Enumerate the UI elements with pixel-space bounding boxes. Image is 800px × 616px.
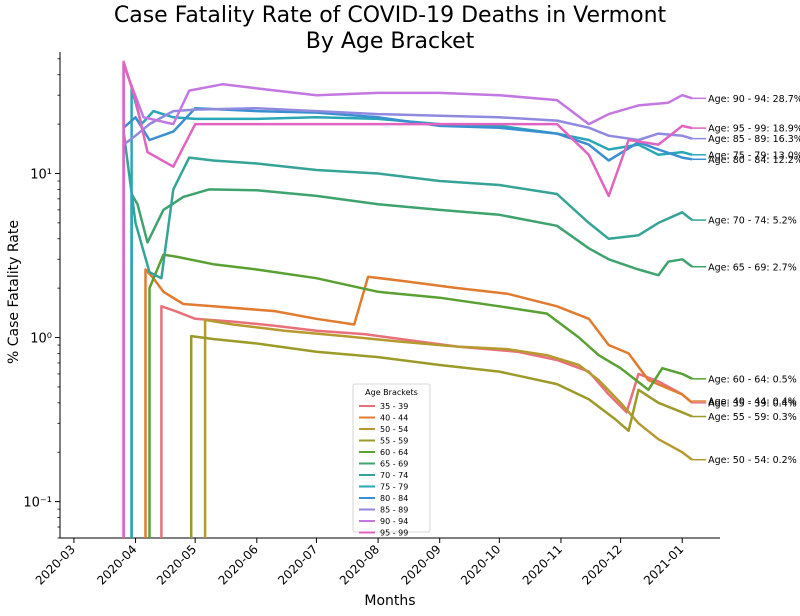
series-line-85-89 [122, 106, 693, 146]
series-line-95-99 [122, 60, 693, 538]
series-line-90-94 [122, 63, 693, 538]
y-axis-label: % Case Fatality Rate [6, 220, 22, 364]
series-line-65-69 [130, 188, 693, 538]
series-lines [122, 60, 694, 538]
legend-item-label: 80 - 84 [380, 494, 408, 503]
legend-title: Age Brackets [365, 388, 418, 397]
x-tick-label: 2020-08 [337, 542, 382, 587]
legend-item-label: 65 - 69 [380, 460, 408, 469]
x-tick-label: 2020-03 [33, 542, 78, 587]
legend-item-label: 35 - 39 [380, 402, 408, 411]
end-labels: Age: 90 - 94: 28.7%Age: 95 - 99: 18.9%Ag… [692, 94, 800, 466]
end-label: Age: 70 - 74: 5.2% [708, 216, 797, 227]
end-label: Age: 75 - 79: 13.0% [708, 150, 800, 161]
y-tick-label: 10⁻¹ [23, 496, 52, 511]
end-label: Age: 35 - 39: 0.4% [708, 398, 797, 409]
series-line-50-54 [203, 318, 693, 538]
series-line-70-74 [122, 131, 693, 280]
series-line-55-59 [189, 334, 693, 538]
legend-item-label: 50 - 54 [380, 425, 408, 434]
series-line-80-84 [122, 106, 693, 162]
y-tick-label: 10¹ [30, 167, 52, 182]
series-line-40-44 [144, 268, 694, 538]
end-label: Age: 65 - 69: 2.7% [708, 262, 797, 273]
legend-item-label: 95 - 99 [380, 529, 408, 538]
x-tick-label: 2020-04 [94, 542, 139, 587]
y-tick-label: 10⁰ [30, 332, 52, 347]
x-tick-label: 2020-12 [579, 542, 624, 587]
end-label: Age: 55 - 59: 0.3% [708, 412, 797, 423]
end-label: Age: 50 - 54: 0.2% [708, 455, 797, 466]
x-tick-label: 2020-06 [216, 542, 261, 587]
x-tick-label: 2020-09 [398, 542, 443, 587]
end-label: Age: 90 - 94: 28.7% [708, 94, 800, 105]
end-label: Age: 85 - 89: 16.3% [708, 134, 800, 145]
legend-item-label: 75 - 79 [380, 483, 408, 492]
legend-item-label: 70 - 74 [380, 471, 408, 480]
end-label: Age: 95 - 99: 18.9% [708, 124, 800, 135]
chart-title-line2: By Age Bracket [306, 29, 475, 54]
x-tick-label: 2020-10 [458, 542, 503, 587]
end-label: Age: 60 - 64: 0.5% [708, 374, 797, 385]
legend-item-label: 90 - 94 [380, 517, 408, 526]
legend-item-label: 40 - 44 [380, 414, 408, 423]
x-tick-label: 2020-05 [154, 542, 199, 587]
legend-box [352, 383, 431, 533]
end-label: Age: 40 - 44: 0.4% [708, 397, 797, 408]
x-axis-label: Months [364, 593, 415, 609]
x-tick-label: 2021-01 [641, 542, 686, 587]
x-tick-label: 2020-07 [275, 542, 320, 587]
x-tick-label: 2020-11 [520, 542, 565, 587]
end-label: Age: 80 - 84: 12.2% [708, 155, 800, 166]
legend-item-label: 60 - 64 [380, 448, 408, 457]
chart-title-line1: Case Fatality Rate of COVID-19 Deaths in… [114, 3, 667, 28]
legend-item-label: 85 - 89 [380, 506, 408, 515]
legend-item-label: 55 - 59 [380, 437, 408, 446]
legend: Age Brackets 35 - 39 40 - 44 50 - 54 55 - 59… [352, 383, 431, 538]
series-line-60-64 [148, 253, 693, 538]
